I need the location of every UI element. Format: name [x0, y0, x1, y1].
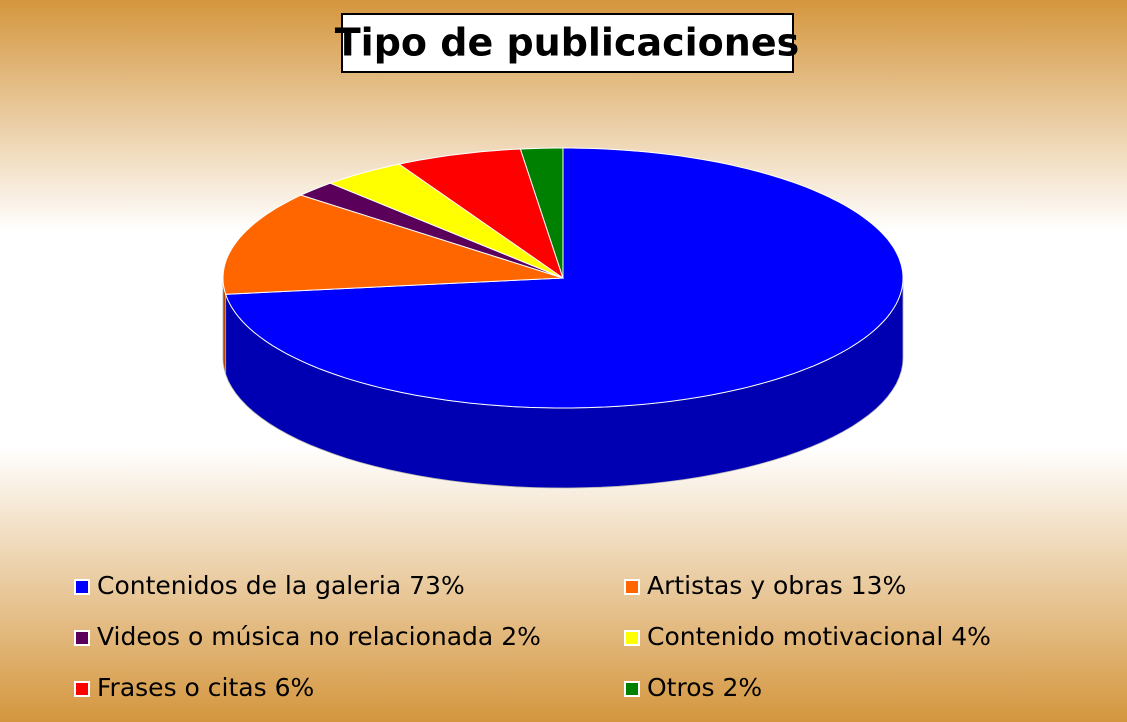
legend-label: Frases o citas 6% [97, 673, 314, 702]
legend-name: Artistas y obras [647, 571, 843, 600]
legend-label: Contenido motivacional 4% [647, 622, 991, 651]
legend-label: Videos o música no relacionada 2% [97, 622, 541, 651]
legend-name: Frases o citas [97, 673, 267, 702]
pie-slice [397, 148, 564, 280]
legend-value: 73% [409, 571, 465, 600]
legend-label: Otros 2% [647, 673, 762, 702]
legend-swatch [74, 630, 90, 646]
legend-name: Contenido motivacional [647, 622, 943, 651]
pie-slice [299, 182, 564, 279]
legend-swatch [624, 630, 640, 646]
legend-swatch [624, 681, 640, 697]
legend-label: Artistas y obras 13% [647, 571, 906, 600]
legend-label: Contenidos de la galeria 73% [97, 571, 465, 600]
pie [222, 147, 904, 489]
legend-value: 6% [275, 673, 315, 702]
legend-swatch [74, 681, 90, 697]
legend: Contenidos de la galeria 73% Artistas y o… [74, 571, 991, 702]
legend-name: Videos o música no relacionada [97, 622, 493, 651]
legend-value: 2% [722, 673, 762, 702]
pie-slice [222, 194, 564, 295]
title-box [341, 13, 794, 73]
legend-swatch [624, 579, 640, 595]
chart-title: Tipo de publicaciones [335, 21, 799, 65]
legend-value: 13% [851, 571, 907, 600]
legend-swatch [74, 579, 90, 595]
legend-value: 4% [951, 622, 991, 651]
pie-slice [225, 147, 904, 409]
legend-name: Contenidos de la galeria [97, 571, 401, 600]
pie-slice [519, 147, 564, 279]
pie-slice [328, 163, 564, 279]
legend-name: Otros [647, 673, 715, 702]
legend-value: 2% [501, 622, 541, 651]
